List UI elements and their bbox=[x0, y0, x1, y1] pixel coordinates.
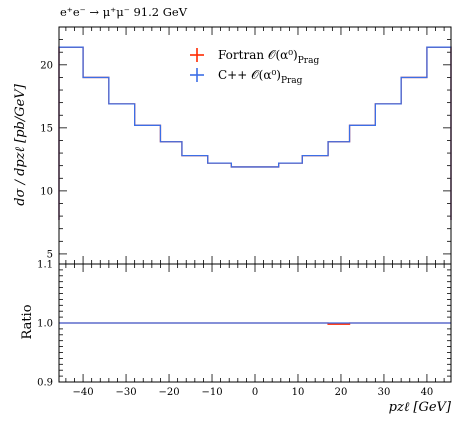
main-axis-ticks: 5 10 15 20 bbox=[40, 26, 451, 264]
main-y-axis-label: dσ / dpzℓ [pb/GeV] bbox=[13, 83, 28, 205]
x-tick-label: 40 bbox=[421, 387, 434, 398]
ratio-tick-label: 0.9 bbox=[37, 378, 53, 389]
x-tick-label: −40 bbox=[73, 387, 94, 398]
y-tick-label: 10 bbox=[40, 186, 53, 197]
y-tick-label: 20 bbox=[40, 60, 53, 71]
ratio-axis-ticks: −40 −30 −20 −10 0 10 20 30 40 0.9 1.0 1.1 bbox=[37, 260, 451, 398]
y-tick-label: 5 bbox=[47, 249, 53, 260]
legend: Fortran 𝒪(α⁰)Prag C++ 𝒪(α⁰)Prag bbox=[190, 48, 319, 86]
series-line-cpp bbox=[58, 46, 452, 220]
y-tick-label: 15 bbox=[40, 123, 53, 134]
main-plot-frame bbox=[58, 26, 452, 265]
x-tick-label: 20 bbox=[335, 387, 348, 398]
legend-label-fortran: Fortran 𝒪(α⁰)Prag bbox=[218, 48, 319, 66]
legend-entry-fortran: Fortran 𝒪(α⁰)Prag bbox=[190, 48, 319, 66]
x-tick-label: 10 bbox=[292, 387, 305, 398]
chart-title: e⁺e⁻ → μ⁺μ⁻ 91.2 GeV bbox=[60, 5, 188, 19]
x-tick-label: −30 bbox=[115, 387, 136, 398]
x-tick-label: −10 bbox=[201, 387, 222, 398]
ratio-series-layer bbox=[59, 322, 451, 325]
x-axis-label: pzℓ [GeV] bbox=[389, 400, 452, 415]
ratio-y-axis-label: Ratio bbox=[20, 304, 35, 339]
x-tick-label: 0 bbox=[252, 387, 258, 398]
x-tick-label: −20 bbox=[158, 387, 179, 398]
ratio-tick-label: 1.0 bbox=[37, 319, 53, 330]
x-tick-label: 30 bbox=[378, 387, 391, 398]
main-series-layer bbox=[58, 46, 452, 220]
ratio-tick-label: 1.1 bbox=[37, 260, 53, 271]
legend-entry-cpp: C++ 𝒪(α⁰)Prag bbox=[190, 68, 303, 86]
legend-label-cpp: C++ 𝒪(α⁰)Prag bbox=[218, 68, 303, 86]
ratio-plot-frame bbox=[58, 263, 452, 383]
